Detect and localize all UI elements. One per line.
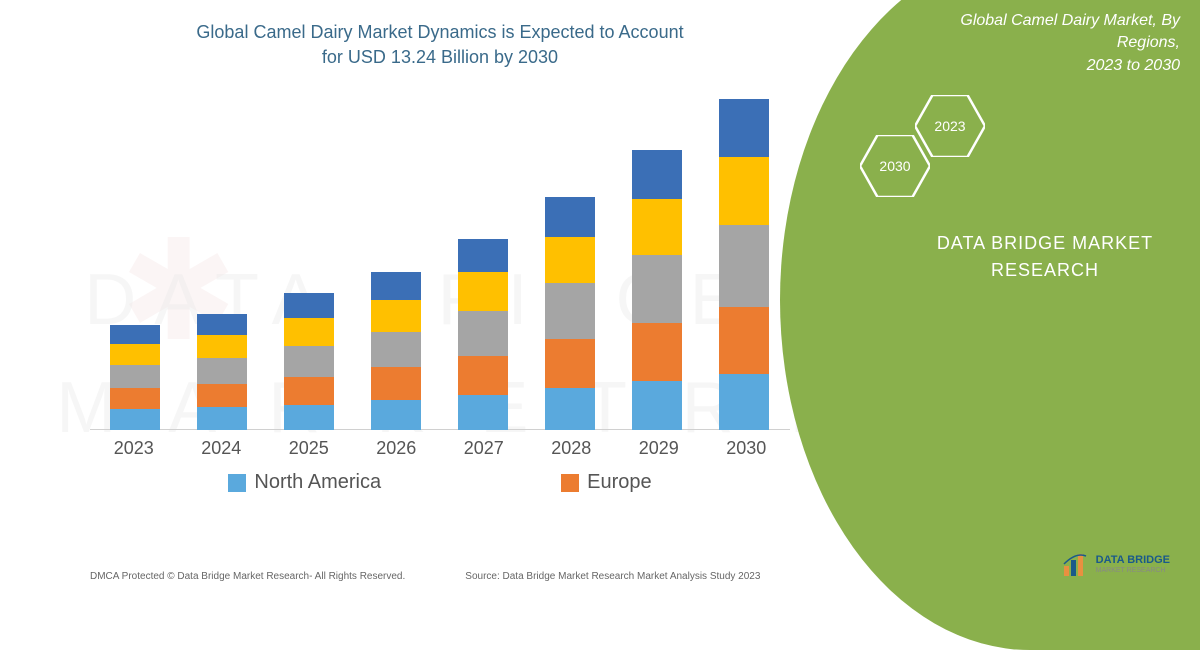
x-label: 2029 (615, 438, 703, 459)
logo-sub: MARKET RESEARCH (1096, 567, 1170, 574)
logo-name: DATA BRIDGE (1096, 554, 1170, 566)
x-label: 2025 (265, 438, 353, 459)
bar-segment (632, 381, 682, 430)
bar-segment (371, 332, 421, 367)
bar-segment (545, 197, 595, 237)
hex1-label: 2030 (879, 158, 910, 174)
chart-legend: North America Europe (80, 471, 800, 494)
bar-segment (458, 395, 508, 430)
bar-segment (284, 405, 334, 431)
bar-segment (719, 99, 769, 157)
x-label: 2028 (528, 438, 616, 459)
chart-title-line1: Global Camel Dairy Market Dynamics is Ex… (196, 22, 683, 42)
bar-2027 (458, 239, 508, 430)
legend-swatch (228, 474, 246, 492)
right-panel-title: Global Camel Dairy Market, By Regions, 2… (900, 10, 1180, 77)
bar-2028 (545, 197, 595, 430)
bar-segment (197, 358, 247, 384)
right-title-line2: 2023 to 2030 (1087, 57, 1180, 74)
bar-segment (197, 384, 247, 407)
logo-text-group: DATA BRIDGE MARKET RESEARCH (1096, 554, 1170, 573)
bar-segment (197, 314, 247, 335)
legend-swatch (561, 474, 579, 492)
bar-segment (458, 239, 508, 272)
legend-item: Europe (561, 471, 652, 494)
bar-segment (719, 225, 769, 307)
bar-segment (632, 255, 682, 323)
right-panel: Global Camel Dairy Market, By Regions, 2… (830, 0, 1200, 600)
company-logo: DATA BRIDGE MARKET RESEARCH (1062, 550, 1170, 578)
bar-segment (632, 199, 682, 255)
bar-segment (110, 365, 160, 388)
chart-title-line2: for USD 13.24 Billion by 2030 (322, 47, 558, 67)
x-axis-labels: 20232024202520262027202820292030 (90, 438, 790, 459)
x-label: 2026 (353, 438, 441, 459)
x-label: 2030 (703, 438, 791, 459)
chart-title: Global Camel Dairy Market Dynamics is Ex… (80, 20, 800, 70)
bar-2023 (110, 325, 160, 430)
hexagon-2023: 2023 (915, 95, 985, 157)
bar-segment (284, 293, 334, 319)
bar-segment (110, 344, 160, 365)
bar-segment (284, 377, 334, 405)
bar-segment (284, 318, 334, 346)
bar-segment (545, 339, 595, 388)
x-label: 2024 (178, 438, 266, 459)
bar-segment (545, 388, 595, 430)
legend-item: North America (228, 471, 381, 494)
legend-label: North America (254, 471, 381, 494)
footer: DMCA Protected © Data Bridge Market Rese… (90, 571, 790, 582)
bar-segment (371, 300, 421, 333)
brand-line1: DATA BRIDGE MARKET (937, 233, 1153, 253)
bar-2029 (632, 150, 682, 430)
bar-segment (284, 346, 334, 376)
bar-segment (371, 367, 421, 400)
bar-segment (458, 272, 508, 312)
bar-2025 (284, 293, 334, 431)
bar-segment (197, 407, 247, 430)
bar-segment (110, 409, 160, 430)
legend-label: Europe (587, 471, 652, 494)
bar-segment (719, 374, 769, 430)
bar-segment (632, 150, 682, 199)
bar-2026 (371, 272, 421, 431)
bar-segment (458, 356, 508, 396)
chart-container: Global Camel Dairy Market Dynamics is Ex… (80, 20, 800, 520)
bar-segment (110, 388, 160, 409)
bar-segment (719, 157, 769, 225)
logo-icon (1062, 550, 1090, 578)
bar-segment (197, 335, 247, 358)
brand-line2: RESEARCH (991, 260, 1099, 280)
bar-segment (371, 272, 421, 300)
x-label: 2027 (440, 438, 528, 459)
bar-segment (632, 323, 682, 381)
chart-baseline (90, 429, 790, 430)
brand-text: DATA BRIDGE MARKET RESEARCH (930, 230, 1160, 284)
bar-segment (545, 237, 595, 284)
bar-segment (110, 325, 160, 344)
right-title-line1: Global Camel Dairy Market, By Regions, (960, 12, 1180, 51)
footer-source: Source: Data Bridge Market Research Mark… (465, 571, 760, 582)
footer-dmca: DMCA Protected © Data Bridge Market Rese… (90, 571, 405, 582)
x-label: 2023 (90, 438, 178, 459)
hex2-label: 2023 (934, 118, 965, 134)
bar-2024 (197, 314, 247, 431)
bar-segment (458, 311, 508, 355)
bar-segment (545, 283, 595, 339)
chart-plot (90, 80, 790, 430)
bar-segment (371, 400, 421, 430)
bar-2030 (719, 99, 769, 430)
bar-segment (719, 307, 769, 375)
